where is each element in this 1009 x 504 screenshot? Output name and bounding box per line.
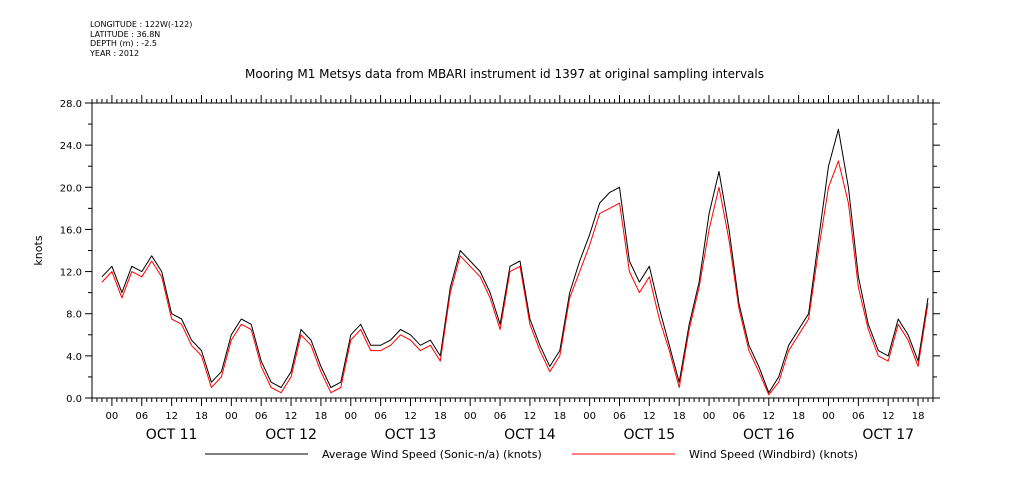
- x-day-label: OCT 17: [862, 427, 914, 443]
- y-tick-label: 20.0: [60, 183, 82, 194]
- x-tick-label: 12: [285, 411, 298, 422]
- legend-label-windbird: Wind Speed (Windbird) (knots): [689, 448, 858, 461]
- x-tick-label: 06: [135, 411, 148, 422]
- x-tick-label: 12: [643, 411, 656, 422]
- x-tick-label: 06: [374, 411, 387, 422]
- x-tick-label: 00: [106, 411, 119, 422]
- x-tick-label: 00: [822, 411, 835, 422]
- location-metadata: LONGITUDE : 122W(-122) LATITUDE : 36.8N …: [90, 20, 192, 58]
- y-tick-label: 4.0: [66, 352, 82, 363]
- x-tick-label: 12: [524, 411, 537, 422]
- plot-frame: [91, 102, 934, 399]
- x-tick-label: 18: [553, 411, 566, 422]
- y-tick-label: 28.0: [60, 99, 82, 110]
- y-tick-label: 0.0: [66, 394, 82, 405]
- x-tick-label: 00: [703, 411, 716, 422]
- x-tick-label: 06: [733, 411, 746, 422]
- x-tick-label: 06: [255, 411, 268, 422]
- x-tick-label: 18: [195, 411, 208, 422]
- x-day-label: OCT 15: [624, 427, 676, 443]
- chart-title: Mooring M1 Metsys data from MBARI instru…: [245, 67, 764, 81]
- axes: 0.0 4.0 8.0 12.0 16.0 20.0 24.0 28.0 knots 00 06 12…: [32, 95, 940, 443]
- x-tick-label: 00: [583, 411, 596, 422]
- x-day-label: OCT 12: [265, 427, 317, 443]
- y-axis-label: knots: [32, 235, 45, 265]
- series-line-windbird: [101, 160, 929, 396]
- x-day-label: OCT 14: [504, 427, 556, 443]
- y-tick-label: 8.0: [66, 310, 82, 321]
- x-day-label: OCT 11: [146, 427, 198, 443]
- x-tick-label: 06: [494, 411, 507, 422]
- y-tick-label: 24.0: [60, 141, 82, 152]
- x-tick-label: 12: [762, 411, 775, 422]
- legend: Average Wind Speed (Sonic-n/a) (knots) Wi…: [205, 448, 858, 461]
- x-tick-label: 12: [165, 411, 178, 422]
- x-tick-label: 06: [613, 411, 626, 422]
- x-tick-label: 18: [315, 411, 328, 422]
- x-tick-label: 00: [464, 411, 477, 422]
- longitude-text: LONGITUDE : 122W(-122): [90, 20, 193, 29]
- x-tick-label: 12: [404, 411, 417, 422]
- x-tick-label: 18: [673, 411, 686, 422]
- depth-text: DEPTH (m) : -2.5: [90, 39, 157, 48]
- x-tick-label: 12: [882, 411, 895, 422]
- x-tick-label: 06: [852, 411, 865, 422]
- year-text: YEAR : 2012: [90, 48, 140, 58]
- x-tick-label: 00: [225, 411, 238, 422]
- x-tick-label: 18: [792, 411, 805, 422]
- x-day-label: OCT 13: [385, 427, 437, 443]
- x-tick-label: 18: [434, 411, 447, 422]
- x-tick-label: 18: [912, 411, 925, 422]
- series-layer: [101, 128, 929, 396]
- legend-label-sonic: Average Wind Speed (Sonic-n/a) (knots): [322, 448, 542, 461]
- series-line-sonic: [101, 128, 929, 394]
- y-tick-label: 16.0: [60, 225, 82, 236]
- y-tick-label: 12.0: [60, 268, 82, 279]
- latitude-text: LATITUDE : 36.8N: [90, 29, 161, 39]
- x-tick-label: 00: [344, 411, 357, 422]
- x-day-label: OCT 16: [743, 427, 795, 443]
